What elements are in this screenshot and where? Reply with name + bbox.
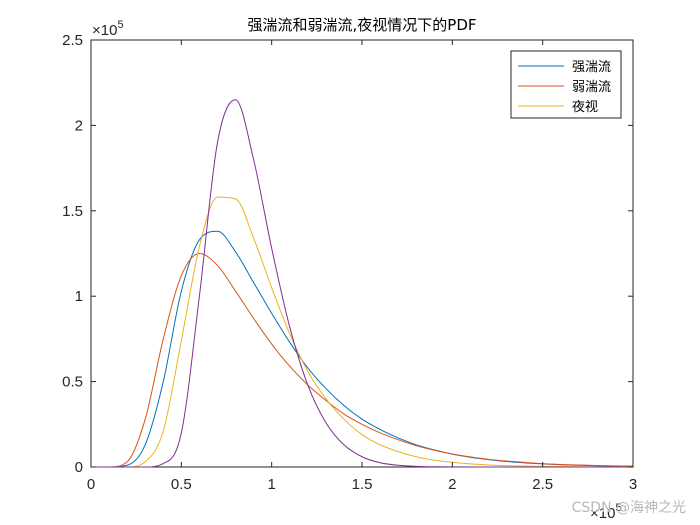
axes: 0 0.5 1 1.5 2 2.5 3 0 0.5 1 1.5 2 2.5 xyxy=(62,32,637,493)
y-tick-label: 0.5 xyxy=(62,374,83,391)
y-tick-label: 2.5 xyxy=(62,32,83,49)
y-tick-label: 1 xyxy=(75,288,83,305)
x-tick-label: 3 xyxy=(629,476,637,493)
series-line-4 xyxy=(90,99,633,468)
chart-title: 强湍流和弱湍流,夜视情况下的PDF xyxy=(248,16,477,34)
y-tick-label: 0 xyxy=(75,459,83,476)
x-tick-label: 2.5 xyxy=(532,476,553,493)
y-tick-label: 2 xyxy=(75,117,83,134)
x-tick-label: 1.5 xyxy=(352,476,373,493)
legend-label: 夜视 xyxy=(572,100,598,115)
legend-label: 强湍流 xyxy=(572,60,611,75)
x-tick-label: 2 xyxy=(448,476,456,493)
y-tick-label: 1.5 xyxy=(62,203,83,220)
watermark: CSDN @海神之光 xyxy=(572,500,686,516)
y-exponent-label: ×105 xyxy=(92,19,124,39)
x-tick-label: 1 xyxy=(267,476,275,493)
x-exponent-label: ×105 xyxy=(590,502,622,522)
legend-box xyxy=(510,50,622,119)
x-tick-label: 0 xyxy=(87,476,95,493)
legend-label: 弱湍流 xyxy=(572,80,611,95)
x-tick-label: 0.5 xyxy=(171,476,192,493)
